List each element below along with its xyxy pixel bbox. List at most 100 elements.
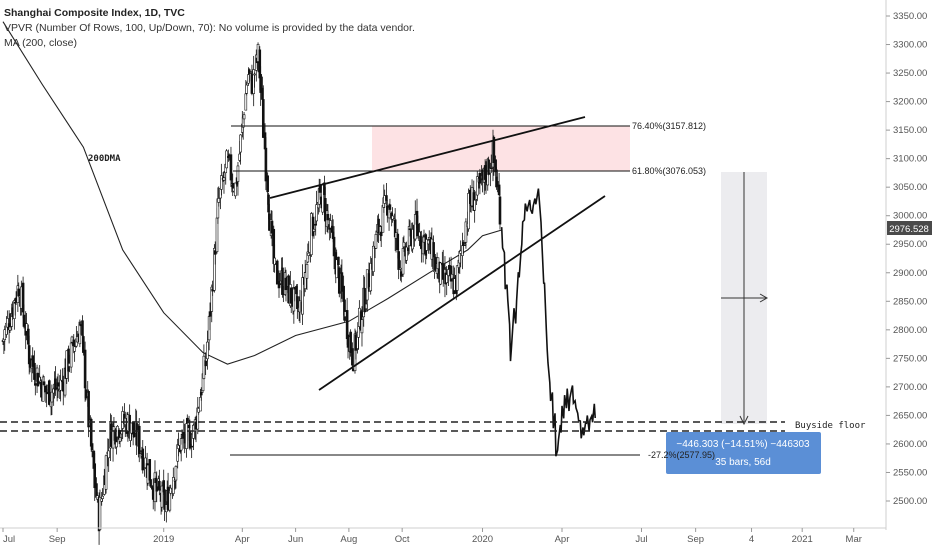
candle-body <box>196 407 200 430</box>
candle-body <box>6 318 9 328</box>
lower-trend-line[interactable] <box>318 195 606 391</box>
x-tick-label: 4 <box>749 534 754 545</box>
candle-body <box>83 349 87 389</box>
candle-body <box>261 99 265 138</box>
candle-body <box>439 262 442 285</box>
candle-body <box>377 218 380 234</box>
candle-body <box>208 311 212 317</box>
y-tick-label: 3200.00 <box>893 97 927 108</box>
candle-body <box>303 272 307 290</box>
x-tick-label: Apr <box>235 534 250 545</box>
y-tick-label: 2550.00 <box>893 467 927 478</box>
fib-zone[interactable] <box>372 126 630 171</box>
candle-body <box>104 455 108 490</box>
x-tick-label: Sep <box>687 534 704 545</box>
candle-body <box>160 485 164 508</box>
chart-legend: Shanghai Composite Index, 1D, TVC VPVR (… <box>4 6 415 51</box>
upper-trend-line[interactable] <box>269 116 586 199</box>
fib-7640-label: 76.40%(3157.812) <box>632 121 706 131</box>
y-tick-label: 2750.00 <box>893 353 927 364</box>
candle-body <box>405 246 408 261</box>
buyside-floor-label: Buyside floor <box>795 421 866 431</box>
x-tick-label: 2020 <box>472 534 493 545</box>
candle-body <box>494 159 497 173</box>
candle-body <box>244 93 248 111</box>
fib-6180-label: 61.80%(3076.053) <box>632 166 706 176</box>
legend-ma: MA (200, close) <box>4 37 77 49</box>
candle-body <box>253 73 256 76</box>
candle-body <box>47 380 51 405</box>
candle-body <box>337 256 340 266</box>
y-tick-label: 3250.00 <box>893 68 927 79</box>
candle-body <box>213 250 217 255</box>
candle-body <box>73 346 76 352</box>
y-axis[interactable]: 3350.00 3300.00 3250.00 3200.00 3150.00 3100.… <box>886 11 927 507</box>
candle-body <box>115 441 118 448</box>
candle-body <box>172 477 175 494</box>
candle-body <box>475 176 479 196</box>
candle-body <box>318 185 322 193</box>
candle-body <box>273 257 276 265</box>
price-line[interactable] <box>500 188 596 457</box>
current-price-value: 2976.528 <box>889 224 929 235</box>
candle-body <box>239 134 242 153</box>
candle-body <box>213 247 216 291</box>
candle-body <box>225 150 228 169</box>
y-tick-label: 2850.00 <box>893 296 927 307</box>
candle-body <box>174 466 178 481</box>
candle-body <box>90 443 94 451</box>
x-tick-label: Jun <box>288 534 303 545</box>
candle-body <box>455 265 459 291</box>
candle-body <box>498 196 502 225</box>
candle-body <box>50 391 54 403</box>
candle-body <box>413 214 417 240</box>
x-tick-label: Aug <box>340 534 357 545</box>
candle-body <box>425 239 428 251</box>
candle-body <box>332 236 336 257</box>
y-tick-label: 2700.00 <box>893 382 927 393</box>
candle-body <box>245 84 248 94</box>
y-tick-label: 3050.00 <box>893 182 927 193</box>
candle-body <box>301 277 304 315</box>
candle-body <box>492 136 496 164</box>
candle-body <box>81 320 84 336</box>
candle-body <box>315 204 318 222</box>
candle-body <box>408 228 412 231</box>
candle-body <box>118 437 122 442</box>
candle-body <box>351 348 354 366</box>
candle-body <box>411 229 414 250</box>
candle-body <box>473 199 476 211</box>
candle-body <box>399 267 402 270</box>
x-axis[interactable]: Jul Sep 2019 Apr Jun Aug Oct 2020 Apr Jul Sep 4 2021… <box>2 528 862 545</box>
ma200-line[interactable] <box>2 21 502 365</box>
measure-arrow-right-icon <box>759 293 769 303</box>
candle-body <box>41 376 45 402</box>
measure-info-box[interactable] <box>666 432 821 474</box>
y-tick-label: 3150.00 <box>893 125 927 136</box>
candle-body <box>210 286 214 312</box>
candle-body <box>101 495 104 499</box>
candle-body <box>82 336 85 353</box>
candle-body <box>163 489 166 510</box>
y-tick-label: 2800.00 <box>893 325 927 336</box>
candle-body <box>217 198 221 203</box>
candle-body <box>264 147 268 182</box>
x-tick-label: Oct <box>395 534 410 545</box>
candle-body <box>385 195 388 201</box>
candle-body <box>296 296 299 310</box>
candle-body <box>391 215 394 220</box>
candle-body <box>158 480 161 491</box>
x-tick-label: Sep <box>49 534 66 545</box>
current-price-tag <box>887 221 932 235</box>
candle-body <box>445 274 449 284</box>
measure-arrow-down-icon <box>739 415 749 426</box>
candle-body <box>242 114 246 120</box>
measure-info-line1: −446.303 (−14.51%) −446303 <box>676 439 810 450</box>
candle-body <box>234 182 237 197</box>
candle-body <box>31 355 34 367</box>
candle-body <box>396 233 400 251</box>
candle-body <box>141 448 145 471</box>
candle-body <box>340 272 344 292</box>
candle-body <box>220 175 223 190</box>
